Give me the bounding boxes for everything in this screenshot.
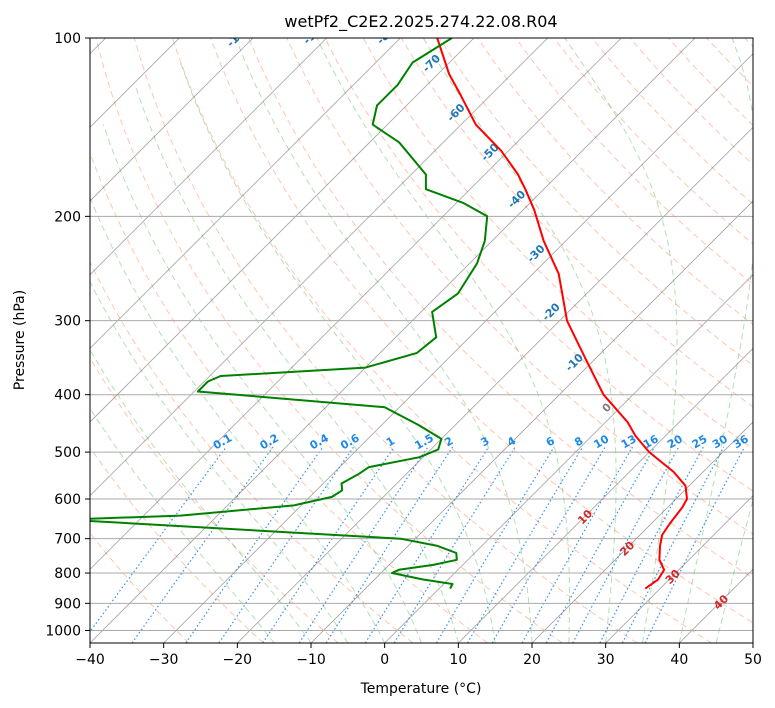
moist-adiabat-line bbox=[90, 348, 312, 643]
dry-adiabat-line bbox=[210, 38, 753, 624]
mixing-ratio-line bbox=[545, 446, 656, 643]
mixing-ratio-line bbox=[298, 446, 429, 643]
isotherm-line bbox=[237, 126, 753, 643]
moist-adiabat-line bbox=[715, 498, 753, 643]
mixing-ratio-line bbox=[364, 446, 490, 643]
isotherm-line bbox=[90, 38, 548, 497]
y-tick-label: 600 bbox=[54, 492, 81, 508]
mixing-ratio-line bbox=[131, 446, 274, 643]
moist-adiabat-line bbox=[235, 38, 533, 643]
moist-adiabat-line bbox=[102, 124, 422, 643]
isotherm-line bbox=[90, 38, 622, 570]
x-tick-label: −20 bbox=[223, 652, 253, 668]
moist-adiabat-line bbox=[90, 280, 349, 643]
x-tick-label: −30 bbox=[149, 652, 179, 668]
chart-title: wetPf2_C2E2.2025.274.22.08.R04 bbox=[284, 12, 557, 32]
plot-frame bbox=[89, 37, 754, 644]
y-tick-label: 800 bbox=[54, 566, 81, 582]
y-tick-label: 300 bbox=[54, 314, 81, 330]
mixing-ratio-line bbox=[435, 446, 555, 643]
mixing-ratio-line bbox=[521, 446, 634, 643]
y-tick-label: 900 bbox=[54, 596, 81, 612]
moist-adiabat-line bbox=[316, 38, 571, 643]
isotherm-label: -90 bbox=[301, 24, 324, 47]
x-tick-label: 20 bbox=[523, 652, 541, 668]
dry-adiabat-line bbox=[90, 260, 414, 643]
y-axis-label: Pressure (hPa) bbox=[12, 290, 28, 390]
mixing-ratio-line bbox=[218, 446, 355, 643]
mixing-ratio-line bbox=[644, 446, 746, 643]
isotherm-line bbox=[90, 38, 696, 643]
isotherm-line bbox=[90, 38, 401, 349]
y-tick-label: 100 bbox=[54, 31, 81, 47]
mixing-ratio-line bbox=[262, 446, 395, 643]
moist-adiabat-line bbox=[179, 62, 496, 643]
moist-adiabat-line bbox=[422, 38, 617, 643]
dewpoint-profile bbox=[90, 38, 489, 590]
dry-adiabat-line bbox=[90, 446, 264, 643]
moist-adiabat-line bbox=[90, 407, 275, 643]
moist-adiabat-line bbox=[678, 38, 753, 643]
dry-adiabat-line bbox=[90, 357, 339, 643]
mixing-ratio-line bbox=[466, 446, 584, 643]
dry-adiabat-line bbox=[248, 38, 753, 579]
profile-series bbox=[90, 38, 688, 590]
y-tick-label: 500 bbox=[54, 445, 81, 461]
mixing-ratio-line bbox=[621, 446, 725, 643]
moist-adiabat-line bbox=[134, 84, 459, 643]
y-tick-label: 200 bbox=[54, 209, 81, 225]
mixing-ratio-line bbox=[325, 446, 454, 643]
dry-adiabat-line bbox=[95, 38, 563, 643]
isotherm-line bbox=[90, 38, 475, 423]
isotherm-line bbox=[605, 495, 753, 643]
isotherm-line bbox=[458, 347, 753, 643]
axes: −40 −30 −20 −10 0 10 20 30 40 50 100 200 300 400 500 60… bbox=[45, 31, 762, 668]
x-tick-label: 0 bbox=[380, 652, 389, 668]
x-tick-label: 50 bbox=[744, 652, 762, 668]
background-lines bbox=[90, 38, 753, 643]
dry-adiabat-line bbox=[133, 38, 638, 643]
y-tick-label: 400 bbox=[54, 388, 81, 404]
isotherm-label: -100 bbox=[224, 21, 253, 50]
isotherm-line bbox=[163, 53, 753, 643]
dry-adiabat-line bbox=[324, 38, 753, 492]
isotherm-line bbox=[384, 274, 753, 643]
isotherm-label: -80 bbox=[374, 24, 397, 47]
isotherm-line bbox=[531, 421, 753, 643]
x-tick-label: 10 bbox=[449, 652, 467, 668]
dry-adiabat-line bbox=[515, 38, 753, 285]
moist-adiabat-line bbox=[564, 38, 678, 643]
x-tick-label: −10 bbox=[296, 652, 326, 668]
mixing-ratio-line bbox=[185, 446, 324, 643]
temperature-profile bbox=[436, 38, 688, 590]
x-axis-label: Temperature (°C) bbox=[360, 681, 482, 697]
y-tick-label: 700 bbox=[54, 532, 81, 548]
isotherm-line bbox=[310, 200, 753, 643]
y-tick-label: 1000 bbox=[45, 623, 81, 639]
dry-adiabat-line bbox=[171, 38, 712, 643]
x-tick-label: 30 bbox=[597, 652, 615, 668]
isotherm-line bbox=[90, 38, 327, 276]
x-tick-label: −40 bbox=[75, 652, 105, 668]
x-tick-label: 40 bbox=[670, 652, 688, 668]
isotherm-line bbox=[90, 38, 254, 202]
